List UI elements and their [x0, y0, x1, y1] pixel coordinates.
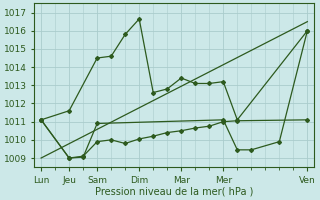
X-axis label: Pression niveau de la mer( hPa ): Pression niveau de la mer( hPa )	[95, 187, 253, 197]
